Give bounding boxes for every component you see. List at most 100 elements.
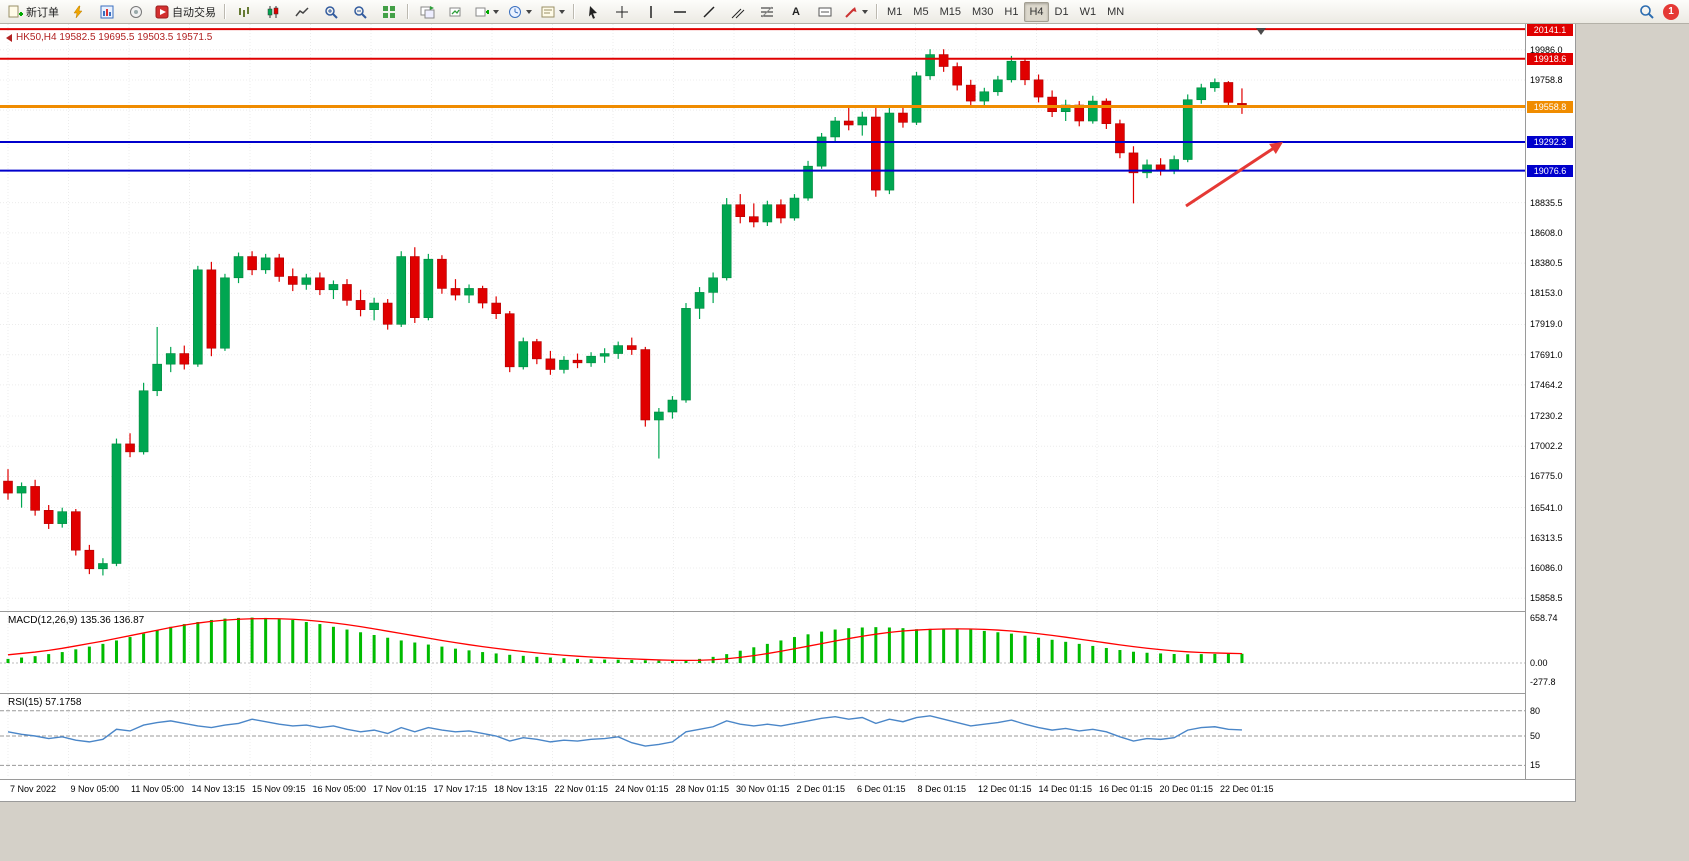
- time-axis[interactable]: 7 Nov 2022 9 Nov 05:00 11 Nov 05:00 14 Nov …: [0, 779, 1575, 801]
- zoom-out-icon: [354, 5, 367, 19]
- toolbar: 新订单 自动交易: [0, 0, 1689, 24]
- chevron-down-icon: [559, 9, 565, 14]
- label-icon: [818, 7, 832, 16]
- price-tick: 16313.5: [1530, 532, 1563, 543]
- timeframe-button-m15[interactable]: M15: [939, 5, 961, 18]
- zoom-in-button[interactable]: [317, 1, 345, 23]
- bar-chart-type-button[interactable]: [230, 1, 258, 23]
- horizontal-line-icon: [674, 10, 686, 13]
- timeframe-button-m1[interactable]: M1: [887, 5, 903, 18]
- time-axis-label: 22 Dec 01:15: [1220, 784, 1274, 794]
- clock-icon: [509, 5, 521, 18]
- fibonacci-icon: [761, 6, 773, 17]
- price-tick: 19758.8: [1530, 74, 1563, 85]
- macd-tick: 0.00: [1530, 658, 1548, 668]
- toolbar-separator: [876, 4, 878, 19]
- template-button[interactable]: [537, 1, 569, 23]
- quotes-button[interactable]: [64, 1, 92, 23]
- rsi-tick: 50: [1530, 731, 1541, 741]
- channel-button[interactable]: [724, 1, 752, 23]
- new-chart-button[interactable]: [471, 1, 503, 23]
- timeframe-button-h1[interactable]: H1: [1004, 5, 1019, 18]
- price-tick: 16541.0: [1530, 502, 1563, 513]
- time-axis-label: 17 Nov 17:15: [433, 784, 488, 794]
- cycle-charts-icon: [449, 7, 460, 16]
- vertical-line-button[interactable]: [637, 1, 665, 23]
- main-chart-canvas[interactable]: [0, 24, 1525, 610]
- cycle-charts-button[interactable]: [442, 1, 470, 23]
- template-icon: [541, 6, 555, 17]
- trendline-icon: [703, 5, 715, 18]
- auto-trading-icon: [155, 5, 169, 18]
- cursor-button[interactable]: [579, 1, 607, 23]
- arrange-windows-icon: [420, 5, 434, 18]
- price-line-label: 19558.8: [1527, 100, 1573, 113]
- candlestick-icon: [267, 5, 279, 18]
- panel-separator[interactable]: [0, 693, 1575, 694]
- symbol-ohlc-text: HK50,H4 19582.5 19695.5 19503.5 19571.5: [16, 32, 213, 43]
- timeframe-button-m30[interactable]: M30: [971, 5, 994, 18]
- price-tick: 16775.0: [1530, 471, 1563, 482]
- chart-shift-marker[interactable]: [1256, 28, 1266, 35]
- fibonacci-button[interactable]: [753, 1, 781, 23]
- zoom-in-icon: [325, 5, 338, 19]
- time-axis-label: 30 Nov 01:15: [736, 784, 790, 794]
- time-axis-label: 20 Dec 01:15: [1159, 784, 1214, 794]
- crosshair-button[interactable]: [608, 1, 636, 23]
- bar-chart-icon: [239, 6, 249, 17]
- time-axis-label: 17 Nov 01:15: [373, 784, 427, 794]
- new-order-label: 新订单: [26, 6, 59, 19]
- rsi-canvas[interactable]: [0, 694, 1525, 778]
- charts-button[interactable]: [93, 1, 121, 23]
- macd-canvas[interactable]: [0, 612, 1525, 692]
- notification-badge[interactable]: 1: [1663, 3, 1679, 20]
- price-tick: 18153.0: [1530, 288, 1563, 299]
- zoom-out-button[interactable]: [346, 1, 374, 23]
- line-chart-icon: [295, 6, 309, 16]
- timeframe-button-w1[interactable]: W1: [1079, 5, 1097, 18]
- period-selector-button[interactable]: [504, 1, 536, 23]
- search-button[interactable]: [1632, 1, 1660, 23]
- line-chart-type-button[interactable]: [288, 1, 316, 23]
- text-tool-glyph: A: [792, 5, 800, 18]
- price-tick: 18835.5: [1530, 197, 1563, 208]
- data-window-button[interactable]: [122, 1, 150, 23]
- rsi-tick: 15: [1530, 760, 1541, 771]
- new-chart-icon: [475, 7, 489, 16]
- price-line-label: 19076.6: [1527, 164, 1573, 177]
- trendline-button[interactable]: [695, 1, 723, 23]
- timeframe-button-d1[interactable]: D1: [1054, 5, 1069, 18]
- time-axis-label: 12 Dec 01:15: [978, 784, 1032, 794]
- auto-trading-button[interactable]: 自动交易: [151, 1, 220, 23]
- arrange-windows-button[interactable]: [413, 1, 441, 23]
- timeframe-button-m5[interactable]: M5: [913, 5, 929, 18]
- lightning-icon: [73, 5, 83, 19]
- time-axis-label: 9 Nov 05:00: [70, 784, 120, 794]
- time-axis-label: 16 Dec 01:15: [1099, 784, 1153, 794]
- horizontal-line-button[interactable]: [666, 1, 694, 23]
- new-order-icon: [8, 5, 23, 18]
- chart-window-icon: [100, 5, 114, 18]
- price-axis[interactable]: 19986.019758.819531.618835.518608.018380…: [1525, 24, 1575, 779]
- time-axis-label: 8 Dec 01:15: [917, 784, 967, 794]
- timeframe-button-h4[interactable]: H4: [1024, 1, 1049, 22]
- chevron-down-icon: [493, 9, 499, 14]
- toolbar-separator: [407, 4, 409, 19]
- time-axis-label: 16 Nov 05:00: [312, 784, 367, 794]
- chevron-down-icon: [862, 9, 868, 14]
- tile-windows-button[interactable]: [375, 1, 403, 23]
- text-button[interactable]: A: [782, 1, 810, 23]
- time-axis-label: 14 Nov 13:15: [191, 784, 246, 794]
- label-button[interactable]: [811, 1, 839, 23]
- price-line-label: 20141.1: [1527, 24, 1573, 36]
- panel-separator[interactable]: [0, 611, 1575, 612]
- crosshair-icon: [616, 5, 628, 18]
- new-order-button[interactable]: 新订单: [4, 1, 63, 23]
- time-axis-label: 22 Nov 01:15: [554, 784, 609, 794]
- timeframe-button-mn[interactable]: MN: [1107, 5, 1125, 18]
- price-line-label: 19292.3: [1527, 135, 1573, 148]
- arrows-tool-button[interactable]: [840, 1, 872, 23]
- price-tick: 17464.2: [1530, 379, 1563, 390]
- channel-icon: [731, 8, 745, 18]
- candlestick-type-button[interactable]: [259, 1, 287, 23]
